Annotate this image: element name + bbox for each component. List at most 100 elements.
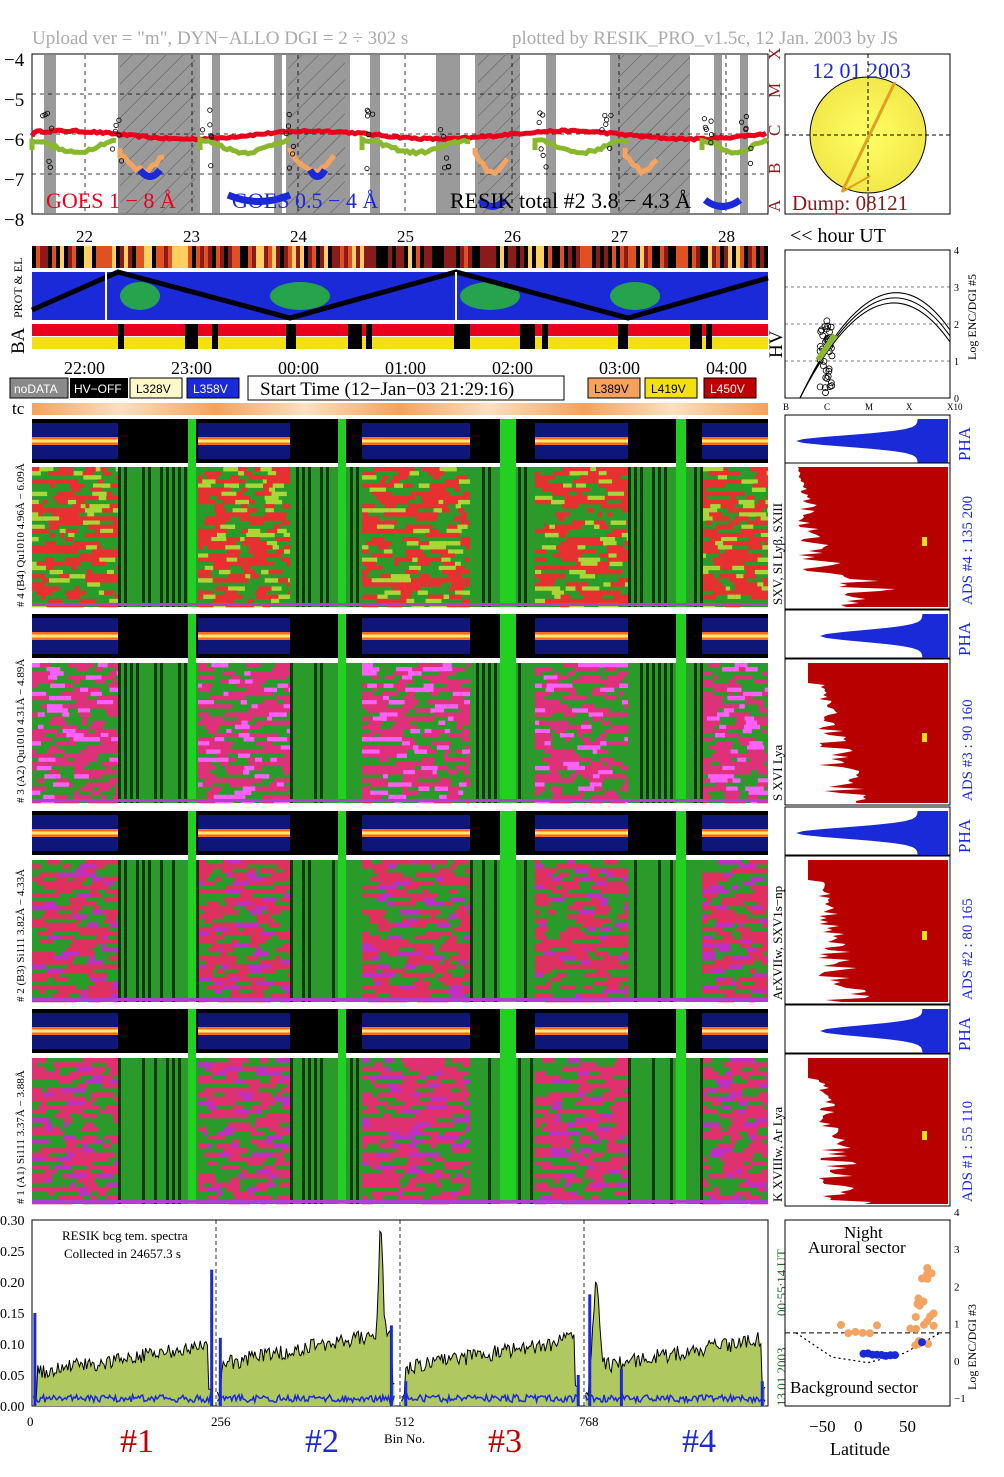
pha-line-core	[32, 439, 118, 443]
spectrogram-cell	[376, 704, 387, 709]
spectrogram-cell	[760, 1109, 768, 1115]
spectrogram-cell	[72, 761, 89, 767]
spectrogram-cell	[362, 885, 378, 890]
spectrogram-cell	[63, 1092, 74, 1097]
spectrogram-cell	[760, 532, 768, 538]
hv-point	[823, 317, 831, 325]
spectrogram-cell	[738, 691, 744, 697]
spectrogram-gap-stripe	[166, 467, 169, 607]
spectrogram-cell	[572, 679, 590, 684]
spectrogram-cell	[754, 475, 762, 480]
spectrogram-cell	[32, 663, 40, 668]
spectrogram-cell	[543, 951, 557, 957]
spectrogram-cell	[726, 918, 744, 923]
spectrogram-cell	[104, 590, 115, 595]
spectrogram-cell	[249, 910, 263, 915]
spectrogram-cell	[535, 790, 541, 795]
spectrogram-cell	[401, 972, 418, 978]
spectrogram-cell	[198, 935, 212, 940]
spectrogram-cell	[431, 741, 440, 746]
spectrogram-cell	[394, 765, 402, 771]
spectrogram-cell	[40, 1070, 47, 1076]
spectrogram-cell	[435, 876, 444, 882]
spectrogram-cell	[623, 479, 628, 484]
spectrogram-cell	[257, 935, 272, 940]
spectrogram-cell	[72, 1186, 80, 1192]
spectrogram-cell	[214, 733, 225, 738]
spectrogram-cell	[414, 749, 427, 754]
spectrogram-cell	[270, 993, 283, 999]
spectrogram-cell	[421, 1100, 431, 1106]
spectrogram-cell	[376, 524, 395, 529]
spectrogram-cell	[109, 598, 118, 604]
spectrogram-cell	[230, 475, 239, 480]
spectrogram-cell	[92, 1075, 104, 1080]
spectrogram-cell	[278, 578, 288, 583]
spectrogram-cell	[268, 475, 282, 480]
spectrogram-cell	[751, 1173, 763, 1179]
spectrogram-cell	[620, 1169, 629, 1175]
spectrogram-cell	[457, 524, 468, 529]
spectrogram-cell	[392, 876, 397, 882]
spectrogram-cell	[254, 889, 269, 894]
spectrogram-cell	[421, 708, 431, 713]
spectrogram-cell	[91, 880, 104, 886]
spectrogram-cell	[233, 1113, 239, 1119]
spectrogram-cell	[98, 1191, 107, 1196]
spectrogram-cell	[77, 1083, 88, 1089]
spectrogram-cell	[702, 757, 715, 763]
spectrogram-cell	[591, 1195, 600, 1200]
spectrogram-cell	[42, 1186, 51, 1192]
spectrogram-cell	[385, 1105, 394, 1110]
spectrogram-cell	[400, 467, 415, 472]
prot-band-cell	[316, 246, 320, 268]
spectrogram-cell	[288, 981, 291, 986]
spectrogram-cell	[579, 590, 594, 595]
spectrogram-cell	[88, 956, 95, 961]
spectrogram-cell	[74, 765, 84, 771]
spectrogram-cell	[462, 914, 470, 919]
spectrogram-cell	[591, 794, 599, 800]
spectrogram-cell	[460, 918, 467, 923]
spectrogram-cell	[425, 972, 435, 978]
spectrogram-cell	[600, 868, 607, 873]
spectrogram-cell	[535, 1182, 548, 1188]
spectrogram-cell	[568, 524, 575, 529]
prot-band-cell	[628, 246, 632, 268]
resik-point	[602, 112, 608, 119]
spectrogram-cell	[535, 765, 550, 771]
spectrogram-cell	[72, 1169, 91, 1175]
spectrogram-cell	[547, 761, 564, 767]
spectrogram-cell	[702, 671, 713, 676]
spectrogram-cell	[362, 985, 376, 990]
ads-marker	[922, 1131, 927, 1140]
spectrogram-cell	[535, 745, 543, 750]
spectrogram-cell	[198, 905, 216, 911]
spectrogram-cell	[712, 499, 729, 505]
spectrogram-cell	[283, 695, 290, 701]
spectrogram-cell	[718, 553, 735, 558]
spectrogram-cell	[729, 964, 743, 969]
spectrogram-cell	[622, 700, 629, 705]
spectrogram-cell	[107, 745, 118, 750]
spectrogram-cell	[275, 1058, 291, 1063]
spectrogram-cell	[104, 989, 116, 994]
spectrogram-cell	[737, 1066, 742, 1072]
spectrogram-cell	[97, 860, 107, 865]
spectrogram-cell	[577, 545, 586, 550]
prot-band-cell	[236, 246, 240, 268]
spectrogram-cell	[715, 918, 727, 923]
spectrogram-cell	[272, 545, 279, 550]
spectrogram-cell	[87, 989, 95, 994]
spectrogram-cell	[49, 671, 64, 676]
spectrogram-cell	[213, 561, 231, 567]
spectrogram-cell	[734, 479, 742, 484]
spectrogram-cell	[265, 1096, 274, 1102]
spectrogram-cell	[73, 876, 80, 882]
spectrogram-cell	[466, 598, 471, 604]
spectrogram-cell	[236, 574, 246, 579]
spectrogram-cell	[73, 1152, 81, 1158]
spectrogram-cell	[745, 1152, 754, 1158]
spectrogram-cell	[394, 922, 412, 928]
spectrogram-cell	[753, 931, 767, 936]
